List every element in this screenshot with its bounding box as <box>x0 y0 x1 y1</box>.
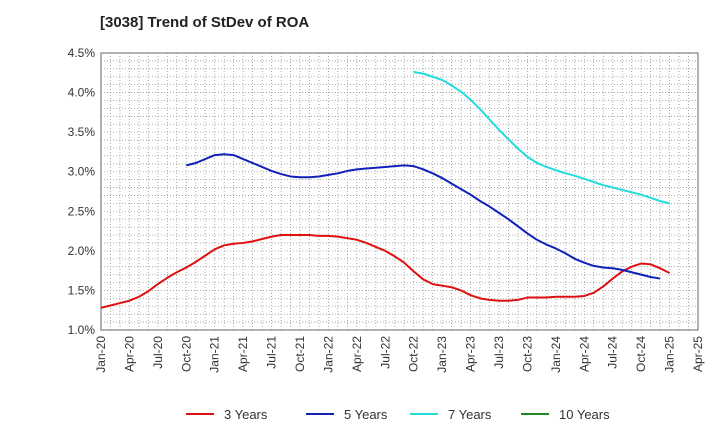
x-tick-label: Apr-22 <box>350 336 364 372</box>
x-tick-label: Jan-23 <box>435 336 449 373</box>
x-tick-label: Apr-25 <box>691 336 705 372</box>
x-tick-label: Apr-23 <box>464 336 478 372</box>
y-tick-label: 3.5% <box>68 125 96 139</box>
x-tick-label: Jan-25 <box>663 336 677 373</box>
series-line-7-years <box>413 71 670 205</box>
x-tick-label: Apr-20 <box>122 336 136 372</box>
x-tick-label: Oct-20 <box>179 336 193 372</box>
axes: 1.0% 1.5% 2.0% 2.5% 3.0% 3.5% 4.0% 4.5% Jan-20 Ap… <box>68 46 705 373</box>
y-tick-label: 4.0% <box>68 86 96 100</box>
x-tick-label: Jul-20 <box>151 336 165 369</box>
x-tick-label: Jul-21 <box>265 336 279 369</box>
x-tick-label: Oct-21 <box>293 336 307 372</box>
x-tick-label: Jul-22 <box>378 336 392 369</box>
y-tick-label: 2.5% <box>68 204 96 218</box>
x-tick-label: Jul-23 <box>492 336 506 369</box>
x-tick-label: Jan-22 <box>321 336 335 373</box>
x-tick-label: Jul-24 <box>606 336 620 369</box>
legend-label: 10 Years <box>559 407 610 422</box>
y-tick-label: 1.0% <box>68 323 96 337</box>
legend: 3 Years 5 Years 7 Years 10 Years <box>186 407 610 422</box>
legend-label: 3 Years <box>224 407 268 422</box>
x-tick-label: Oct-22 <box>407 336 421 372</box>
x-tick-label: Jan-20 <box>94 336 108 373</box>
y-tick-label: 1.5% <box>68 283 96 297</box>
x-tick-label: Jan-21 <box>208 336 222 373</box>
legend-label: 7 Years <box>448 407 492 422</box>
series-line-5-years <box>186 153 661 280</box>
y-tick-label: 3.0% <box>68 165 96 179</box>
legend-label: 5 Years <box>344 407 388 422</box>
grid <box>100 52 699 331</box>
x-tick-label: Oct-24 <box>634 336 648 372</box>
x-tick-label: Jan-24 <box>549 336 563 373</box>
x-tick-label: Apr-21 <box>236 336 250 372</box>
plot-frame <box>100 52 699 331</box>
x-tick-label: Apr-24 <box>577 336 591 372</box>
plot-area <box>101 53 698 330</box>
chart-title: [3038] Trend of StDev of ROA <box>100 14 310 31</box>
x-tick-label: Oct-23 <box>520 336 534 372</box>
y-tick-label: 2.0% <box>68 244 96 258</box>
series-lines <box>100 71 671 309</box>
y-tick-label: 4.5% <box>68 46 96 60</box>
series-line-3-years <box>100 234 671 309</box>
